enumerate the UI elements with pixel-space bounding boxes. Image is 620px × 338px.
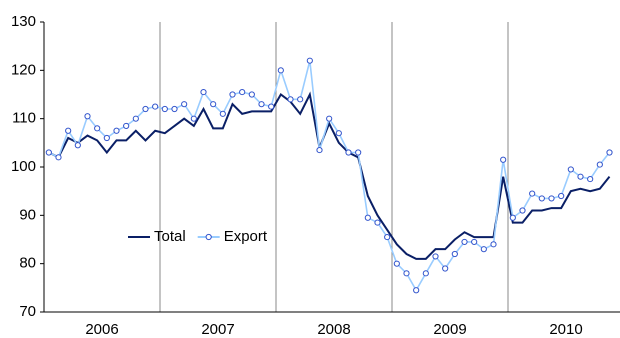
series-line: [48, 60, 611, 292]
y-tick-label: 70: [19, 303, 36, 320]
point: [103, 134, 110, 142]
point: [509, 214, 516, 221]
point: [181, 101, 188, 108]
x-tick-label: 2006: [85, 321, 118, 338]
point: [345, 149, 352, 156]
point: [519, 207, 526, 214]
y-tick-label: 100: [11, 158, 36, 175]
point: [374, 219, 381, 226]
point: [587, 175, 594, 183]
point: [490, 241, 497, 248]
point: [161, 105, 168, 113]
point: [432, 253, 439, 260]
point: [471, 238, 478, 246]
point: [558, 192, 565, 200]
point: [297, 96, 304, 103]
point: [190, 115, 197, 122]
point: [326, 115, 333, 122]
point: [74, 142, 81, 149]
point: [258, 101, 265, 108]
point: [219, 110, 226, 117]
y-tick-label: 110: [12, 110, 36, 127]
y-tick-label: 120: [11, 61, 36, 78]
point: [152, 103, 159, 110]
series-line: [48, 91, 611, 260]
legend-marker: [205, 233, 212, 241]
point: [210, 101, 217, 108]
point: [200, 88, 207, 96]
point: [403, 270, 410, 277]
point: [277, 67, 284, 74]
point: [461, 238, 468, 246]
point: [65, 127, 72, 134]
point: [364, 214, 371, 221]
point: [132, 115, 139, 122]
point: [451, 250, 458, 258]
point: [239, 88, 246, 96]
point: [123, 122, 130, 130]
point: [335, 130, 342, 137]
point: [480, 246, 487, 253]
point: [393, 260, 400, 267]
point: [596, 161, 603, 168]
point: [500, 156, 507, 163]
point: [113, 127, 120, 134]
point: [529, 190, 536, 197]
legend-label: Total: [154, 228, 186, 245]
point: [355, 149, 362, 156]
x-tick-label: 2010: [549, 321, 582, 338]
point: [142, 105, 149, 113]
y-tick-label: 90: [19, 206, 36, 223]
y-tick-label: 130: [11, 13, 36, 30]
x-tick-label: 2009: [433, 321, 466, 338]
point: [567, 166, 574, 173]
point: [422, 270, 429, 277]
point: [287, 96, 294, 103]
point: [55, 154, 62, 161]
point: [606, 149, 613, 156]
point: [45, 149, 52, 156]
point: [548, 195, 555, 202]
x-tick-label: 2007: [201, 321, 234, 338]
point: [384, 233, 391, 241]
point: [306, 57, 313, 64]
point: [229, 91, 236, 98]
point: [577, 173, 584, 180]
legend-label: Export: [224, 228, 268, 245]
point: [94, 125, 101, 132]
point: [248, 91, 255, 98]
point: [171, 105, 178, 113]
point: [413, 287, 420, 294]
point: [538, 195, 545, 202]
point: [84, 113, 91, 120]
x-tick-label: 2008: [317, 321, 350, 338]
point: [442, 265, 449, 272]
y-tick-label: 80: [19, 255, 36, 272]
point: [268, 103, 275, 110]
point: [316, 146, 323, 154]
